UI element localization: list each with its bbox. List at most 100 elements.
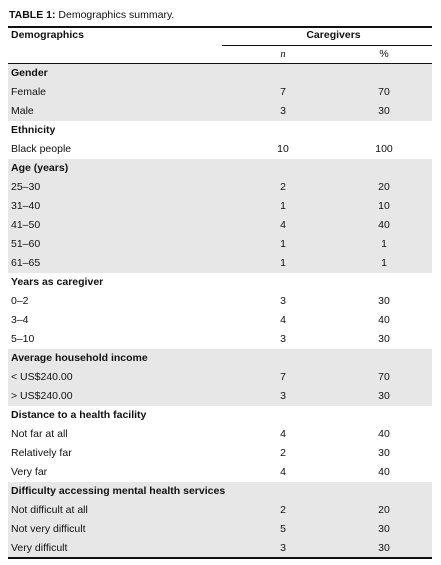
pct-cell: 10 (378, 200, 390, 212)
section-label: Age (years) (11, 162, 69, 174)
pct-cell: 40 (378, 466, 390, 478)
n-cell: 4 (280, 219, 286, 231)
pct-cell: 30 (378, 295, 390, 307)
data-row: Black people 10 100 (8, 140, 432, 159)
data-row: Female 7 70 (8, 83, 432, 102)
column-header: Demographics (11, 29, 84, 41)
pct-cell: 30 (378, 523, 390, 535)
row-label: 61–65 (11, 257, 41, 269)
data-row: 31–40 1 10 (8, 197, 432, 216)
pct-cell: 30 (378, 105, 390, 117)
data-row: Not very difficult 5 30 (8, 520, 432, 539)
row-label: 41–50 (11, 219, 41, 231)
section-label: Average household income (11, 352, 148, 364)
row-label: 25–30 (11, 181, 41, 193)
pct-header: % (379, 48, 389, 60)
pct-cell: 30 (378, 447, 390, 459)
section-row: Gender (8, 64, 432, 83)
n-cell: 1 (280, 238, 286, 250)
bottom-rule (8, 557, 432, 559)
section-row: Years as caregiver (8, 273, 432, 292)
pct-cell: 70 (378, 371, 390, 383)
row-label: Female (11, 86, 47, 98)
pct-cell: 100 (375, 143, 393, 155)
row-label: 0–2 (11, 295, 29, 307)
row-label: Black people (11, 143, 72, 155)
pct-cell: 1 (381, 238, 387, 250)
section-label: Ethnicity (11, 124, 56, 136)
n-header: n (280, 49, 286, 60)
pct-cell: 30 (378, 542, 390, 554)
data-row: 41–50 4 40 (8, 216, 432, 235)
data-row: Not difficult at all 2 20 (8, 501, 432, 520)
section-label: Gender (11, 67, 48, 79)
caption-label: TABLE 1: (9, 9, 56, 21)
row-label: Not very difficult (11, 523, 86, 535)
data-row: 25–30 2 20 (8, 178, 432, 197)
row-label: 31–40 (11, 200, 41, 212)
data-row: Very difficult 3 30 (8, 539, 432, 558)
section-row: Average household income (8, 349, 432, 368)
data-row: Male 3 30 (8, 102, 432, 121)
pct-cell: 20 (378, 181, 390, 193)
n-cell: 4 (280, 314, 286, 326)
n-cell: 4 (280, 466, 286, 478)
n-cell: 2 (280, 504, 286, 516)
group-header: Caregivers (306, 29, 361, 41)
section-label: Years as caregiver (11, 276, 104, 288)
n-cell: 7 (280, 86, 286, 98)
n-cell: 4 (280, 428, 286, 440)
n-cell: 3 (280, 105, 286, 117)
n-cell: 2 (280, 447, 286, 459)
n-cell: 3 (280, 333, 286, 345)
section-row: Ethnicity (8, 121, 432, 140)
header-row: Demographics Caregivers (8, 26, 432, 45)
row-label: > US$240.00 (11, 390, 73, 402)
row-label: 51–60 (11, 238, 41, 250)
section-row: Age (years) (8, 159, 432, 178)
n-cell: 2 (280, 181, 286, 193)
pct-cell: 40 (378, 219, 390, 231)
row-label: Very difficult (11, 542, 68, 554)
data-row: 5–10 3 30 (8, 330, 432, 349)
table-caption: TABLE 1: Demographics summary. (9, 9, 174, 21)
caption-text: Demographics summary. (58, 9, 175, 21)
section-row: Distance to a health facility (8, 406, 432, 425)
n-cell: 10 (277, 143, 289, 155)
n-cell: 5 (280, 523, 286, 535)
pct-cell: 70 (378, 86, 390, 98)
data-row: Relatively far 2 30 (8, 444, 432, 463)
top-rule (8, 26, 432, 28)
data-row: 51–60 1 1 (8, 235, 432, 254)
pct-cell: 1 (381, 257, 387, 269)
n-cell: 1 (280, 257, 286, 269)
pct-cell: 30 (378, 333, 390, 345)
section-row: Difficulty accessing mental health servi… (8, 482, 432, 501)
subheader-row: n % (8, 45, 432, 64)
row-label: < US$240.00 (11, 371, 73, 383)
n-cell: 3 (280, 542, 286, 554)
data-row: 61–65 1 1 (8, 254, 432, 273)
row-label: 5–10 (11, 333, 35, 345)
n-cell: 3 (280, 295, 286, 307)
n-cell: 7 (280, 371, 286, 383)
row-label: Not far at all (11, 428, 68, 440)
section-label: Distance to a health facility (11, 409, 147, 421)
n-cell: 3 (280, 390, 286, 402)
section-label: Difficulty accessing mental health servi… (11, 485, 226, 497)
pct-cell: 40 (378, 428, 390, 440)
data-row: 3–4 4 40 (8, 311, 432, 330)
row-label: 3–4 (11, 314, 29, 326)
row-label: Not difficult at all (11, 504, 88, 516)
pct-cell: 40 (378, 314, 390, 326)
data-row: Very far 4 40 (8, 463, 432, 482)
header-rule (8, 63, 432, 64)
data-row: > US$240.00 3 30 (8, 387, 432, 406)
data-row: < US$240.00 7 70 (8, 368, 432, 387)
row-label: Relatively far (11, 447, 72, 459)
pct-cell: 30 (378, 390, 390, 402)
pct-cell: 20 (378, 504, 390, 516)
data-row: Not far at all 4 40 (8, 425, 432, 444)
group-rule (222, 45, 432, 46)
